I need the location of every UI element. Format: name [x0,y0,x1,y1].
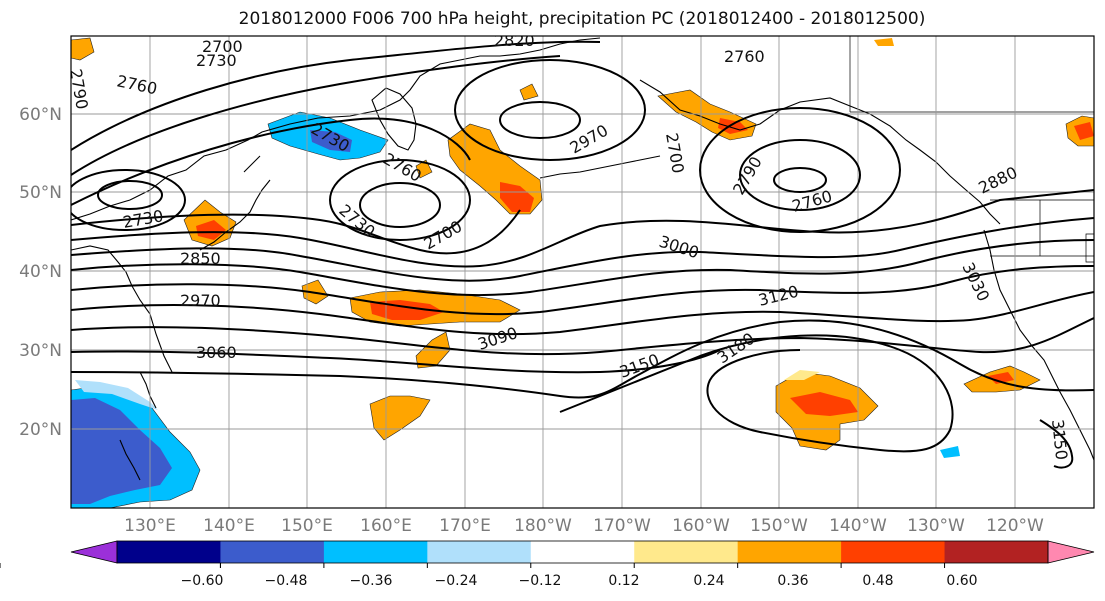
pos-anomaly-east-pacific-core [988,372,1014,384]
height-contours [71,40,1094,469]
colorbar-label: −0.36 [350,573,393,589]
pos-anomaly-top-left [71,37,95,61]
lon-label: 140°W [829,516,887,536]
lat-label: 20°N [19,420,62,440]
pos-anomaly-north-3 [874,38,894,46]
colorbar: −0.60 −0.48 −0.36 −0.24 −0.12 0.12 0.24 … [0,540,1095,589]
contour-label: 3150 [1048,418,1071,460]
pos-anomaly-north-2 [519,83,539,101]
contour-label: 2730 [196,51,237,70]
graticule [71,36,1094,508]
lat-label: 60°N [19,105,62,125]
neg-anomaly-light-edge [75,380,158,410]
lat-label: 50°N [19,183,62,203]
lon-label: 130°E [124,516,176,536]
contour-label: 2700 [202,37,243,56]
colorbar-ticks [0,563,946,568]
chart-title: 2018012000 F006 700 hPa height, precipit… [238,9,926,29]
colorbar-label: 0.12 [608,573,639,589]
colorbar-cell [427,541,532,563]
pos-anomaly-canada-core [1074,122,1094,140]
neg-anomaly-small [940,446,960,458]
map-frame [70,35,1095,509]
colorbar-label: −0.48 [265,573,308,589]
colorbar-label: 0.60 [946,573,977,589]
colorbar-cell [323,541,428,563]
colorbar-label: 0.24 [693,573,724,589]
colorbar-cells [70,540,1095,564]
neg-anomaly-west-pacific-core [71,398,172,504]
pos-anomaly-bering-core [500,182,534,212]
contour-label: 2790 [66,67,92,110]
colorbar-cell [737,541,842,563]
colorbar-cell [117,541,221,563]
colorbar-label: −0.60 [181,573,224,589]
lon-label: 170°E [439,516,491,536]
lon-label: 120°W [986,516,1044,536]
colorbar-cell [634,541,739,563]
colorbar-label: −0.24 [435,573,478,589]
pos-anomaly-hawaii-core [790,392,858,416]
neg-anomaly-okhotsk-core [310,130,352,152]
colorbar-cell [841,541,946,563]
pos-anomaly-japan-core [196,220,226,240]
lon-label: 170°W [593,516,651,536]
lon-label: 130°W [907,516,965,536]
colorbar-label: 0.36 [777,573,808,589]
lon-label: 160°E [360,516,412,536]
contour-label: 2850 [180,249,221,268]
contour-label: 2820 [494,31,535,50]
colorbar-cell [220,541,325,563]
pos-anomaly-light-hawaii [784,370,820,380]
colorbar-cell [944,541,1049,563]
longitude-labels: 130°E 140°E 150°E 160°E 170°E 180°W 170°… [124,516,1044,536]
lon-label: 150°W [750,516,808,536]
colorbar-extend-low [70,540,118,564]
latitude-labels: 60°N 50°N 40°N 30°N 20°N [19,105,62,440]
lon-label: 150°E [281,516,333,536]
lon-label: 160°W [672,516,730,536]
lon-label: 140°E [203,516,255,536]
colorbar-outline [116,540,1049,564]
colorbar-tick-labels: −0.60 −0.48 −0.36 −0.24 −0.12 0.12 0.24 … [181,573,978,589]
colorbar-label: −0.12 [519,573,562,589]
contour-label: 3060 [196,343,237,362]
map-background [71,36,1094,508]
contour-label: 2970 [180,291,221,310]
colorbar-cell [530,541,635,563]
contour-label: 2760 [724,47,765,66]
lat-label: 40°N [19,262,62,282]
colorbar-label: 0.48 [862,573,893,589]
lon-label: 180°W [514,516,572,536]
lat-label: 30°N [19,341,62,361]
colorbar-extend-high [1047,540,1095,564]
